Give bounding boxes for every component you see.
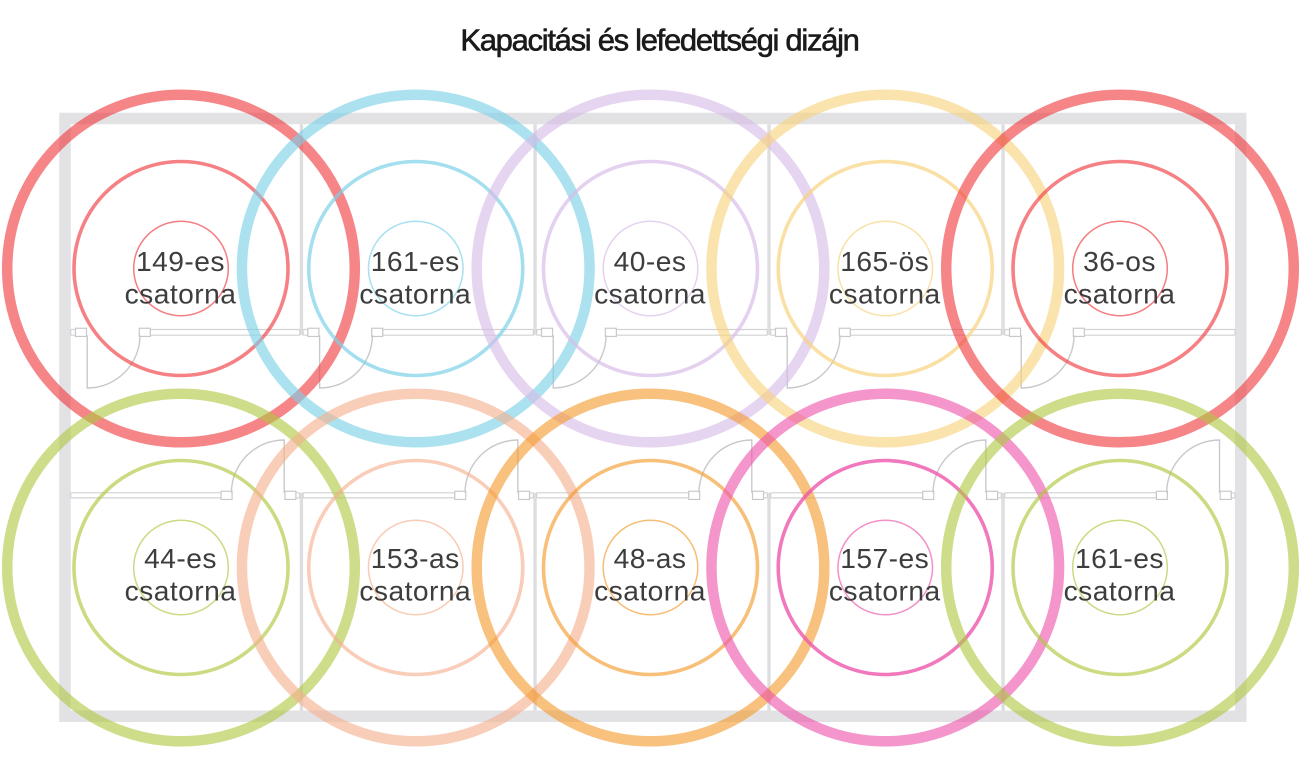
svg-text:161-es: 161-es	[1075, 542, 1164, 574]
svg-text:csatorna: csatorna	[594, 278, 706, 310]
svg-text:149-es: 149-es	[136, 245, 225, 277]
svg-text:165-ös: 165-ös	[840, 245, 929, 277]
svg-text:csatorna: csatorna	[829, 575, 941, 607]
svg-text:36-os: 36-os	[1083, 245, 1156, 277]
svg-text:csatorna: csatorna	[359, 278, 471, 310]
svg-text:csatorna: csatorna	[125, 278, 237, 310]
svg-text:48-as: 48-as	[614, 542, 687, 574]
svg-text:157-es: 157-es	[840, 542, 929, 574]
svg-text:Kapacitási és lefedettségi diz: Kapacitási és lefedettségi dizájn	[460, 23, 858, 58]
svg-text:csatorna: csatorna	[359, 575, 471, 607]
svg-text:csatorna: csatorna	[125, 575, 237, 607]
svg-text:csatorna: csatorna	[594, 575, 706, 607]
svg-text:44-es: 44-es	[144, 542, 217, 574]
svg-text:csatorna: csatorna	[1064, 575, 1176, 607]
svg-text:csatorna: csatorna	[1064, 278, 1176, 310]
svg-text:40-es: 40-es	[614, 245, 687, 277]
svg-text:153-as: 153-as	[371, 542, 460, 574]
svg-text:csatorna: csatorna	[829, 278, 941, 310]
svg-text:161-es: 161-es	[371, 245, 460, 277]
